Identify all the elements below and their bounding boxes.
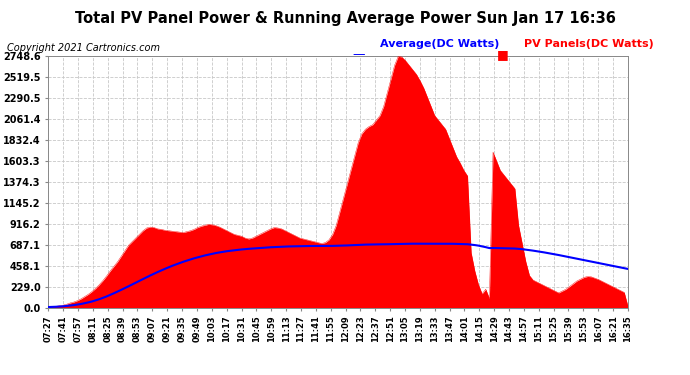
Text: PV Panels(DC Watts): PV Panels(DC Watts) <box>524 39 654 50</box>
Text: Average(DC Watts): Average(DC Watts) <box>380 39 499 50</box>
Text: Copyright 2021 Cartronics.com: Copyright 2021 Cartronics.com <box>7 43 160 53</box>
Text: Total PV Panel Power & Running Average Power Sun Jan 17 16:36: Total PV Panel Power & Running Average P… <box>75 11 615 26</box>
Text: —: — <box>352 48 364 61</box>
Text: ■: ■ <box>497 48 509 61</box>
